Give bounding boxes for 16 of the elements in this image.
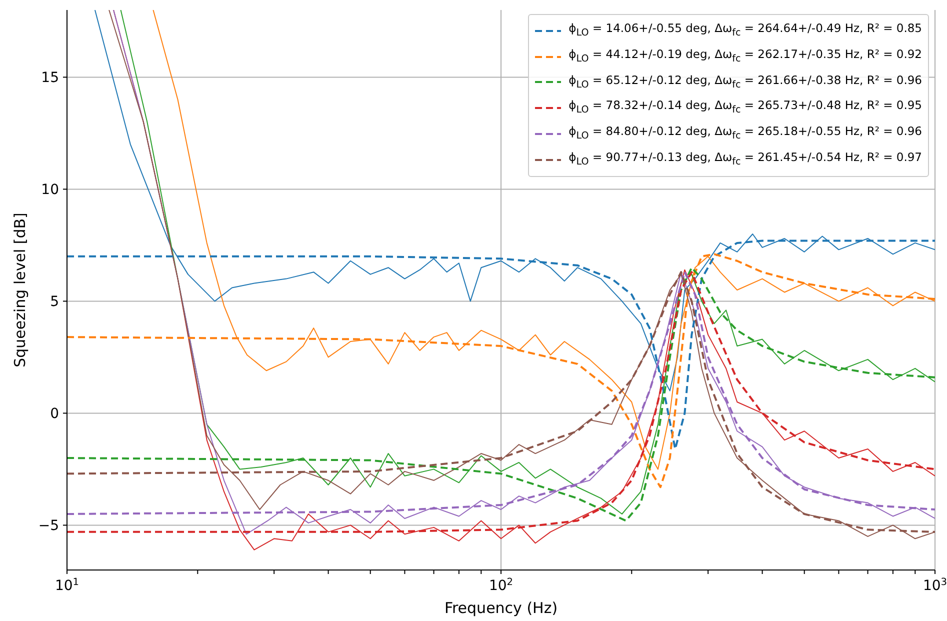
y-tick-label: 5 (50, 294, 59, 310)
legend-label: ϕ$_{LO}$ = 78.32+/-0.14 deg, Δω$_{fc}$ = 265.73+/-0.48 Hz, R² = 0.95 (568, 97, 922, 118)
x-axis-title: Frequency (Hz) (444, 599, 558, 617)
legend-label: ϕ$_{LO}$ = 90.77+/-0.13 deg, Δω$_{fc}$ = 261.45+/-0.54 Hz, R² = 0.97 (568, 148, 922, 170)
y-tick-label: 15 (41, 70, 59, 86)
y-tick-label: 10 (41, 182, 59, 198)
x-tick-label: 10$^{1}$ (54, 576, 80, 594)
legend-label: ϕ$_{LO}$ = 84.80+/-0.12 deg, Δω$_{fc}$ = 265.18+/-0.55 Hz, R² = 0.96 (568, 123, 922, 144)
legend-label: ϕ$_{LO}$ = 65.12+/-0.12 deg, Δω$_{fc}$ = 261.66+/-0.38 Hz, R² = 0.96 (568, 72, 922, 92)
y-tick-label: 0 (50, 406, 59, 422)
y-tick-label: −5 (38, 518, 59, 534)
y-axis-title: Squeezing level [dB] (11, 212, 29, 368)
legend-label: ϕ$_{LO}$ = 44.12+/-0.19 deg, Δω$_{fc}$ = 262.17+/-0.35 Hz, R² = 0.92 (568, 46, 922, 66)
x-tick-label: 10$^{2}$ (488, 576, 514, 594)
x-tick-label: 10$^{3}$ (922, 576, 947, 594)
legend-label: ϕ$_{LO}$ = 14.06+/-0.55 deg, Δω$_{fc}$ = 264.64+/-0.49 Hz, R² = 0.85 (568, 20, 922, 40)
